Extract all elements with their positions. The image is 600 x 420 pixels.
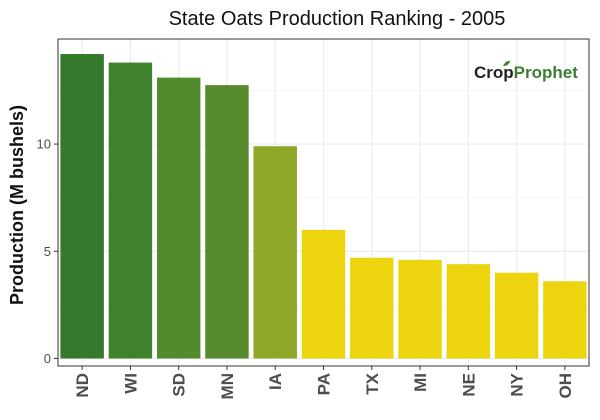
y-tick-label: 10 xyxy=(37,137,51,152)
chart-title: State Oats Production Ranking - 2005 xyxy=(169,8,506,30)
x-tick-label-nd: ND xyxy=(73,373,92,398)
x-tick-label-ia: IA xyxy=(266,373,285,390)
x-tick-label-sd: SD xyxy=(170,373,189,397)
x-tick-label-ny: NY xyxy=(508,372,527,396)
logo-text-crop: Crop xyxy=(474,63,514,82)
bar-wi xyxy=(108,62,153,359)
y-tick-label: 0 xyxy=(44,351,51,366)
x-tick-label-tx: TX xyxy=(363,372,382,394)
x-tick-label-mi: MI xyxy=(411,373,430,392)
leaf-icon xyxy=(503,60,510,66)
bar-ia xyxy=(253,146,297,359)
bar-sd xyxy=(156,77,201,359)
x-tick-label-pa: PA xyxy=(315,373,334,395)
x-tick-label-oh: OH xyxy=(556,373,575,399)
bar-mi xyxy=(398,259,442,359)
x-tick-label-wi: WI xyxy=(121,373,140,394)
cropprophet-logo: CropProphet xyxy=(474,60,578,82)
bar-mn xyxy=(205,85,249,359)
y-axis-ticks: 0 5 10 xyxy=(37,137,58,366)
x-axis-ticks: ND WI SD MN IA PA TX MI NE NY OH xyxy=(73,366,575,399)
bar-ne xyxy=(446,264,491,359)
bar-pa xyxy=(301,229,346,359)
y-axis-label: Production (M bushels) xyxy=(7,105,27,305)
x-tick-label-ne: NE xyxy=(459,373,478,397)
bar-ny xyxy=(494,272,539,359)
bar-oh xyxy=(543,281,587,359)
bars xyxy=(60,54,587,359)
y-tick-label: 5 xyxy=(44,244,51,259)
x-tick-label-mn: MN xyxy=(218,373,237,399)
bar-tx xyxy=(350,257,394,359)
svg-text:CropProphet: CropProphet xyxy=(474,63,578,82)
logo-text-prophet: Prophet xyxy=(514,63,579,82)
bar-nd xyxy=(60,54,104,359)
